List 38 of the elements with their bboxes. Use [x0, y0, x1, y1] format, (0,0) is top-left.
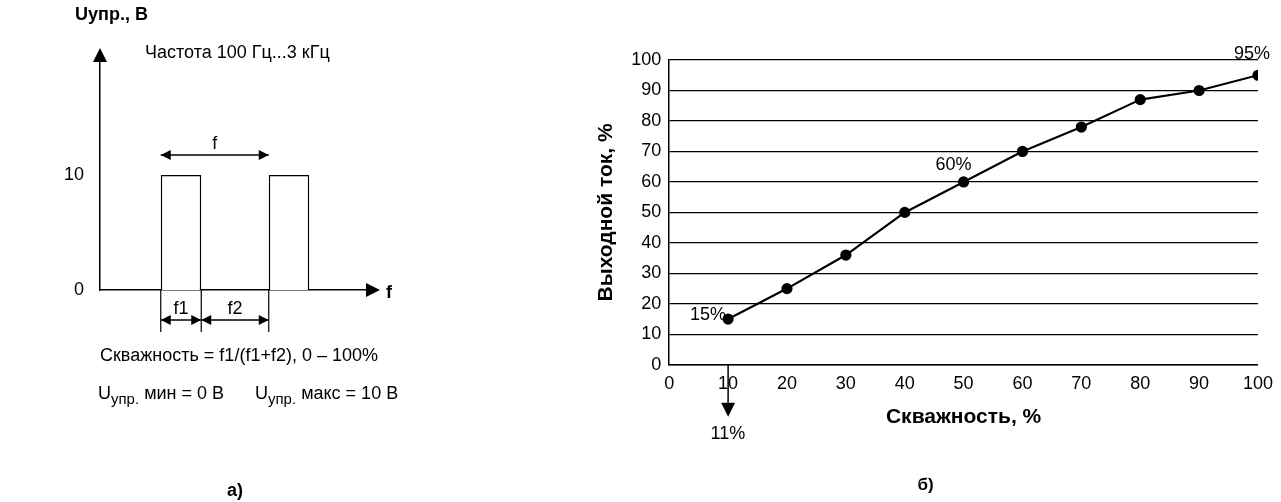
y-tick-label: 90	[641, 79, 662, 100]
text: U$_{упр.}$ макс = 10 В	[255, 383, 399, 407]
annotation: Частота 100 Гц...3 кГц	[145, 42, 330, 62]
y-tick-label: 60	[641, 170, 662, 191]
x-tick-label: 90	[1189, 372, 1210, 393]
x-tick-label: 100	[1242, 372, 1274, 393]
y-tick-label: 50	[641, 201, 662, 222]
text: Скважность = f1/(f1+f2), 0 – 100%	[100, 345, 378, 365]
y-tick-label: 40	[641, 231, 662, 252]
y-tick-label: 100	[631, 48, 662, 69]
y-tick-label: 10	[641, 323, 662, 344]
x-axis-title: Скважность, %	[885, 403, 1042, 427]
text: f2	[227, 298, 243, 318]
text: U$_{упр.}$ мин = 0 В	[98, 383, 225, 407]
annotation: 60%	[935, 153, 972, 174]
y-tick-label: 80	[641, 109, 662, 130]
y-axis-title: Выходной ток, %	[593, 123, 617, 302]
annotation: 95%	[1233, 43, 1270, 64]
y-tick-label: 0	[651, 353, 662, 374]
x-axis-title: f	[386, 282, 392, 302]
x-tick-label: 20	[776, 372, 797, 393]
y-tick-label: 30	[641, 262, 662, 283]
annotation: 15%	[690, 304, 727, 325]
y-tick-label: 20	[641, 292, 662, 313]
text: а)	[227, 480, 244, 500]
annotation: f	[212, 133, 218, 153]
x-tick-label: 40	[894, 372, 915, 393]
x-tick-label: 70	[1071, 372, 1092, 393]
text: 11%	[710, 422, 746, 443]
y-axis-title: Uупр., В	[75, 4, 148, 24]
x-tick-label: 80	[1130, 372, 1151, 393]
text: f1	[173, 298, 189, 318]
x-tick-label: 30	[835, 372, 856, 393]
y-tick-label: 70	[641, 140, 662, 161]
x-tick-label: 0	[664, 372, 675, 393]
text: б)	[917, 475, 934, 495]
x-tick-label: 50	[953, 372, 974, 393]
x-tick-label: 60	[1012, 372, 1033, 393]
